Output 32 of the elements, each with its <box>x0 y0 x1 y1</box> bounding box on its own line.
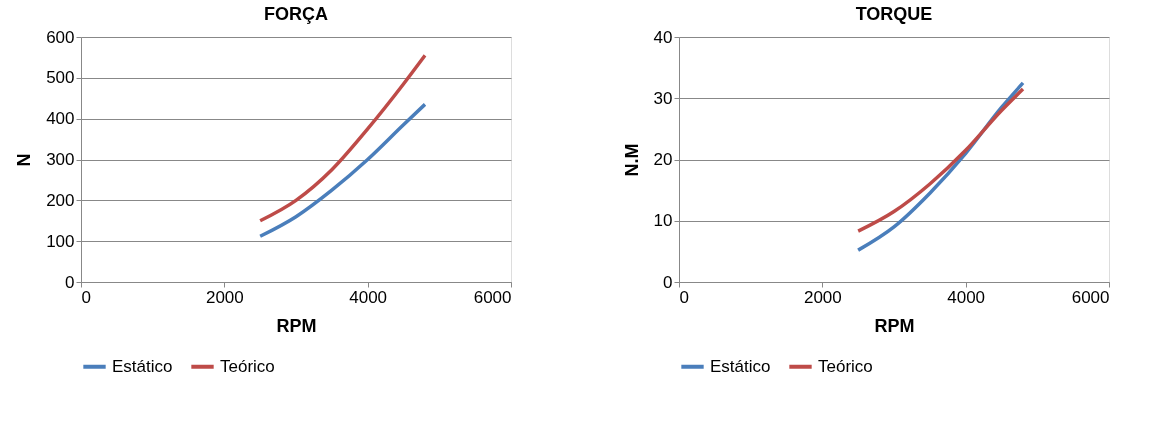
legend-label: Estático <box>112 356 173 376</box>
y-tick-label: 0 <box>663 272 673 292</box>
legend-label: Teórico <box>220 356 275 376</box>
y-tick-label: 300 <box>46 150 75 169</box>
chart-title: TORQUE <box>855 4 933 24</box>
y-axis-title: N.M <box>621 143 642 177</box>
y-tick-label: 10 <box>653 211 673 231</box>
y-tick-label: 100 <box>46 231 75 251</box>
line-series <box>258 53 427 223</box>
x-tick-label: 2000 <box>205 287 244 307</box>
x-axis-title: RPM <box>874 315 915 336</box>
x-tick-label: 6000 <box>1071 287 1110 307</box>
y-tick-label: 400 <box>46 109 75 129</box>
legend-label: Estático <box>710 356 771 376</box>
x-tick-label: 0 <box>81 287 91 307</box>
chart-title: FORÇA <box>264 4 328 24</box>
legend-label: Teórico <box>818 356 873 376</box>
y-tick-label: 500 <box>46 68 75 88</box>
x-tick-label: 4000 <box>947 287 986 307</box>
y-axis-title: N <box>14 153 35 167</box>
y-tick-label: 40 <box>653 27 673 47</box>
x-axis-title: RPM <box>276 315 317 336</box>
x-tick-label: 2000 <box>803 287 842 307</box>
x-tick-label: 6000 <box>473 287 512 307</box>
y-tick-label: 0 <box>65 272 75 292</box>
x-tick-label: 0 <box>679 287 689 307</box>
x-tick-label: 4000 <box>349 287 388 307</box>
y-tick-label: 200 <box>46 190 75 210</box>
line-series <box>258 102 427 239</box>
y-tick-label: 20 <box>653 150 673 169</box>
y-tick-label: 30 <box>653 88 673 108</box>
y-tick-label: 600 <box>46 27 75 47</box>
